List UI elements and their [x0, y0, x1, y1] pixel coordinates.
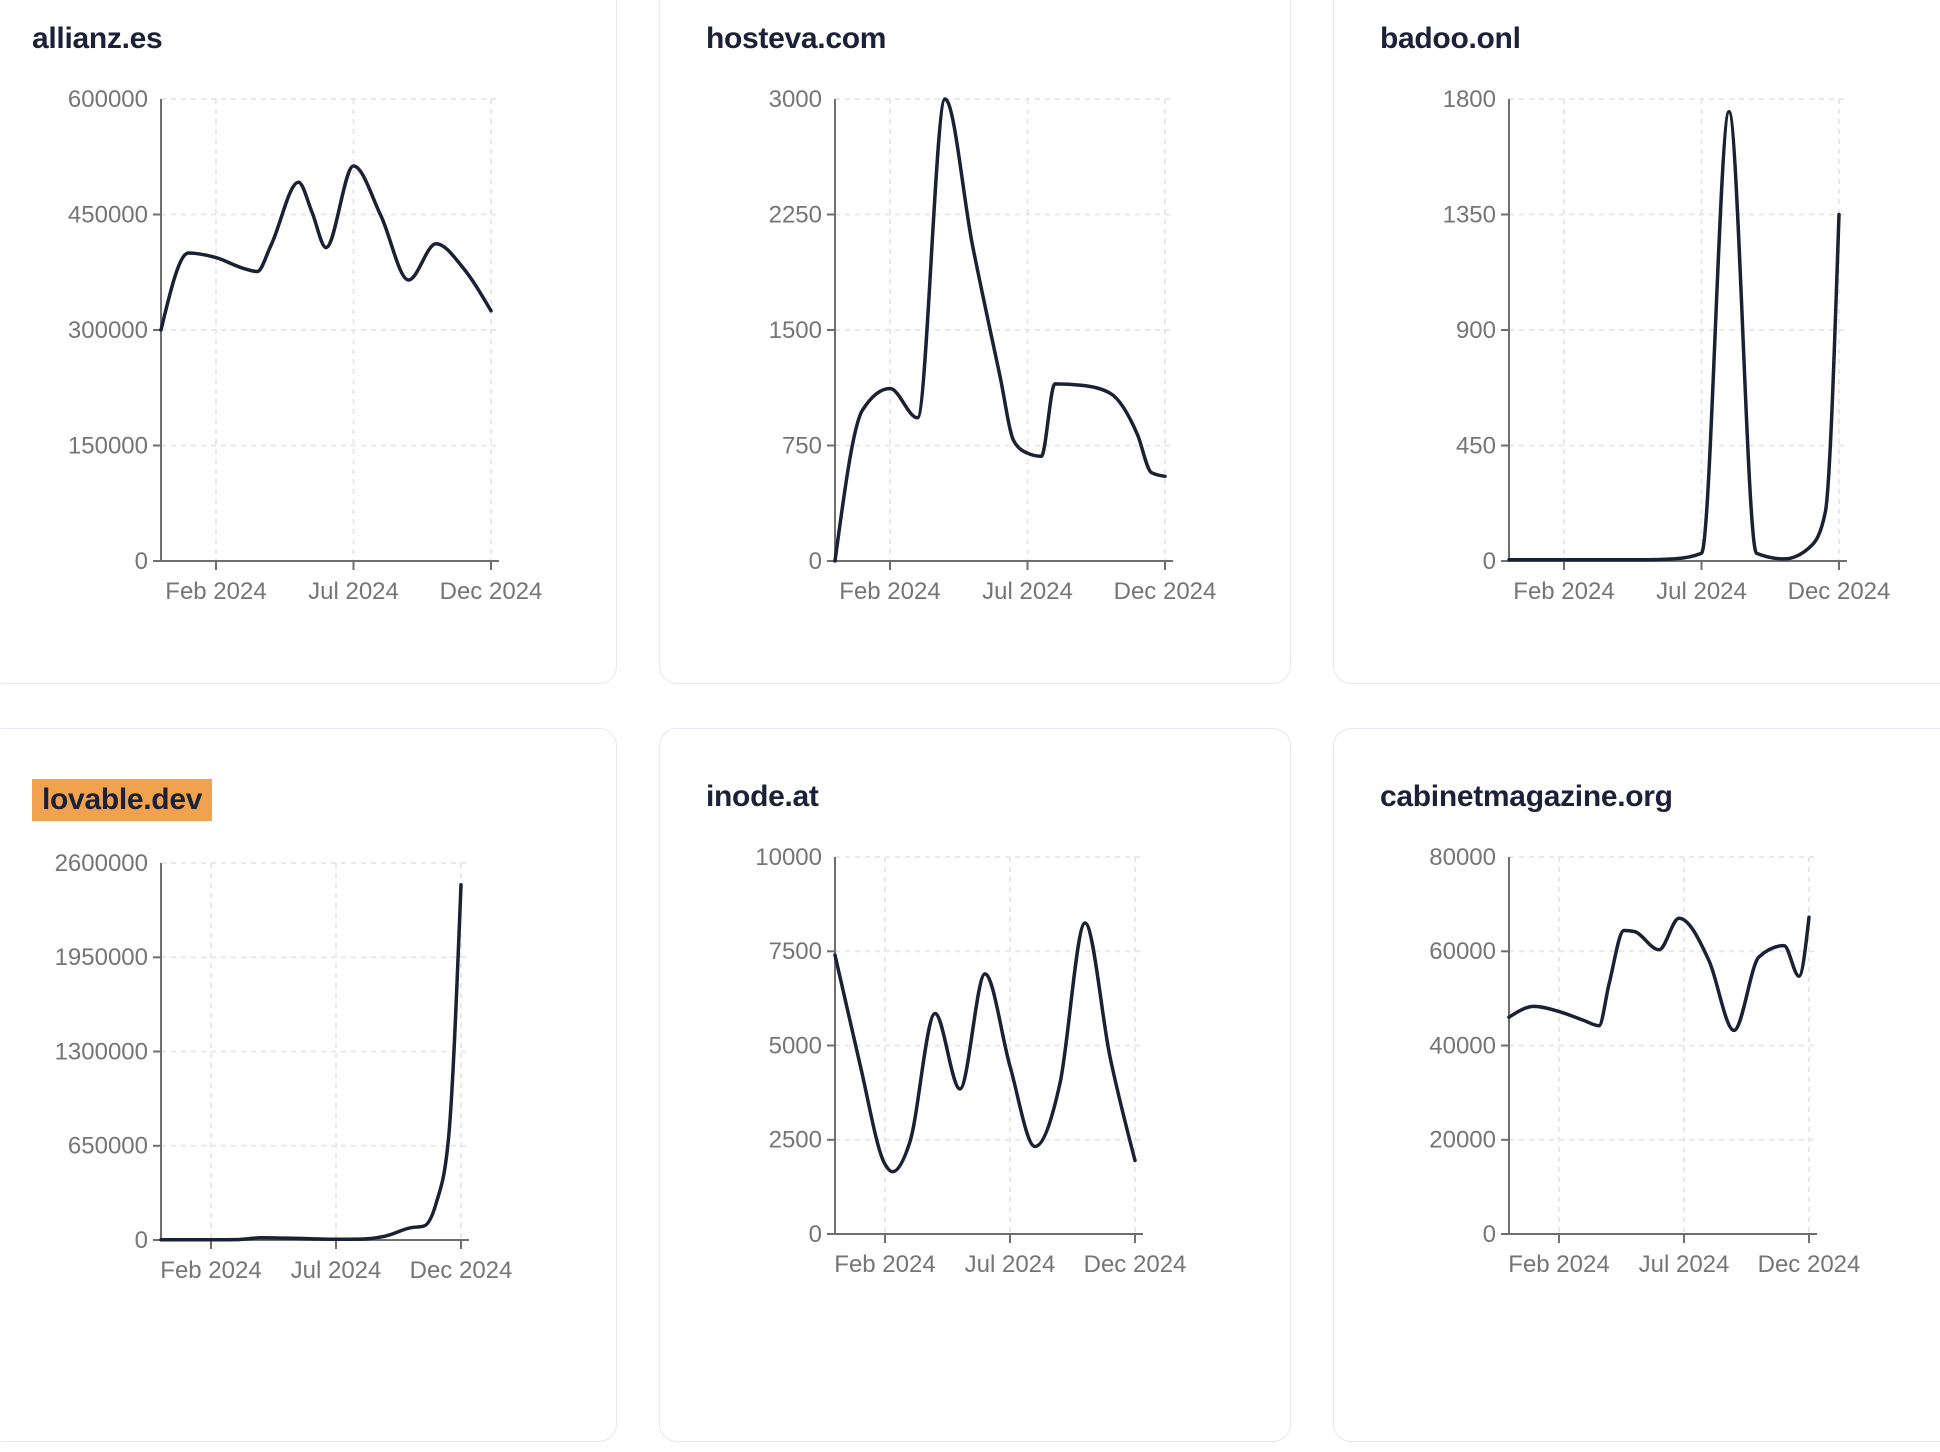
- x-tick-label: Jul 2024: [982, 578, 1073, 605]
- traffic-line-chart: 0 2500 5000 7500 10000 Feb 2024 Jul 2024 Dec 20…: [755, 844, 1187, 1278]
- card-title: lovable.dev: [32, 779, 576, 821]
- domain-name: hosteva.com: [706, 22, 887, 55]
- x-tick-label: Jul 2024: [965, 1251, 1056, 1278]
- x-tick-label: Jul 2024: [291, 1257, 382, 1284]
- domain-name: inode.at: [706, 780, 819, 813]
- traffic-line-chart: 0 750 1500 2250 3000 Feb 2024 Jul 2024 Dec 2024: [769, 86, 1217, 605]
- series-line: [1507, 915, 1811, 1033]
- card-title: inode.at: [706, 779, 1250, 815]
- y-tick-label: 80000: [1429, 844, 1496, 871]
- x-tick-label: Feb 2024: [1513, 578, 1614, 605]
- y-tick-label: 300000: [68, 317, 148, 344]
- domain-chart-card[interactable]: inode.at 0 2500 5000 7500 10000 Feb 2024 Jul 2…: [659, 728, 1291, 1442]
- x-tick-label: Dec 2024: [410, 1257, 513, 1284]
- series-line: [1507, 110, 1841, 562]
- card-title: cabinetmagazine.org: [1380, 779, 1924, 815]
- x-tick-label: Jul 2024: [1639, 1251, 1730, 1278]
- domain-name: lovable.dev: [32, 779, 213, 821]
- card-title: badoo.onl: [1380, 21, 1924, 57]
- domain-name: badoo.onl: [1380, 22, 1521, 55]
- x-tick-label: Feb 2024: [165, 578, 266, 605]
- y-tick-label: 3000: [769, 86, 822, 113]
- y-tick-label: 2600000: [55, 850, 148, 877]
- y-tick-label: 0: [1483, 1221, 1496, 1248]
- y-tick-label: 150000: [68, 432, 148, 459]
- domain-chart-card[interactable]: hosteva.com 0 750 1500 2250 3000 Feb 2024 Jul …: [659, 0, 1291, 684]
- x-tick-label: Feb 2024: [1508, 1251, 1609, 1278]
- y-tick-label: 0: [809, 548, 822, 575]
- y-tick-label: 1300000: [55, 1038, 148, 1065]
- x-tick-label: Dec 2024: [440, 578, 543, 605]
- domain-name: allianz.es: [32, 22, 163, 55]
- x-tick-label: Jul 2024: [308, 578, 399, 605]
- y-tick-label: 0: [1483, 548, 1496, 575]
- x-tick-label: Feb 2024: [834, 1251, 935, 1278]
- domain-chart-card[interactable]: cabinetmagazine.org 0 20000 40000 60000 8000…: [1333, 728, 1940, 1442]
- traffic-line-chart: 0 650000 1300000 1950000 2600000 Feb 2024 Jul …: [55, 850, 513, 1284]
- series-line: [159, 164, 493, 332]
- y-tick-label: 40000: [1429, 1032, 1496, 1059]
- y-tick-label: 2250: [769, 201, 822, 228]
- series-line: [833, 921, 1137, 1174]
- y-tick-label: 0: [809, 1221, 822, 1248]
- domain-chart-card[interactable]: allianz.es 0 150000 300000 450000 600000 Feb …: [0, 0, 617, 684]
- x-tick-label: Dec 2024: [1084, 1251, 1187, 1278]
- x-tick-label: Dec 2024: [1758, 1251, 1861, 1278]
- card-title: allianz.es: [32, 21, 576, 57]
- domain-chart-card[interactable]: badoo.onl 0 450 900 1350 1800 Feb 2024 Jul 202…: [1333, 0, 1940, 684]
- traffic-line-chart: 0 20000 40000 60000 80000 Feb 2024 Jul 2024 Dec…: [1429, 844, 1861, 1278]
- y-tick-label: 600000: [68, 86, 148, 113]
- x-tick-label: Feb 2024: [839, 578, 940, 605]
- series-line: [833, 97, 1167, 563]
- y-tick-label: 5000: [769, 1032, 822, 1059]
- y-tick-label: 1500: [769, 317, 822, 344]
- traffic-line-chart: 0 150000 300000 450000 600000 Feb 2024 Jul 202…: [68, 86, 543, 605]
- y-tick-label: 450000: [68, 201, 148, 228]
- y-tick-label: 750: [782, 432, 822, 459]
- y-tick-label: 650000: [68, 1133, 148, 1160]
- y-tick-label: 900: [1456, 317, 1496, 344]
- y-tick-label: 0: [135, 548, 148, 575]
- y-tick-label: 2500: [769, 1127, 822, 1154]
- card-title: hosteva.com: [706, 21, 1250, 57]
- x-tick-label: Feb 2024: [160, 1257, 261, 1284]
- y-tick-label: 7500: [769, 938, 822, 965]
- y-tick-label: 450: [1456, 432, 1496, 459]
- y-tick-label: 60000: [1429, 938, 1496, 965]
- x-tick-label: Dec 2024: [1114, 578, 1217, 605]
- y-tick-label: 0: [135, 1227, 148, 1254]
- y-tick-label: 1950000: [55, 944, 148, 971]
- domain-chart-card[interactable]: lovable.dev 0 650000 1300000 1950000 2600000…: [0, 728, 617, 1442]
- traffic-line-chart: 0 450 900 1350 1800 Feb 2024 Jul 2024 Dec 2024: [1443, 86, 1891, 605]
- domain-name: cabinetmagazine.org: [1380, 780, 1673, 813]
- y-tick-label: 1800: [1443, 86, 1496, 113]
- series-line: [159, 883, 463, 1242]
- y-tick-label: 1350: [1443, 201, 1496, 228]
- x-tick-label: Jul 2024: [1656, 578, 1747, 605]
- x-tick-label: Dec 2024: [1788, 578, 1891, 605]
- y-tick-label: 20000: [1429, 1127, 1496, 1154]
- y-tick-label: 10000: [755, 844, 822, 871]
